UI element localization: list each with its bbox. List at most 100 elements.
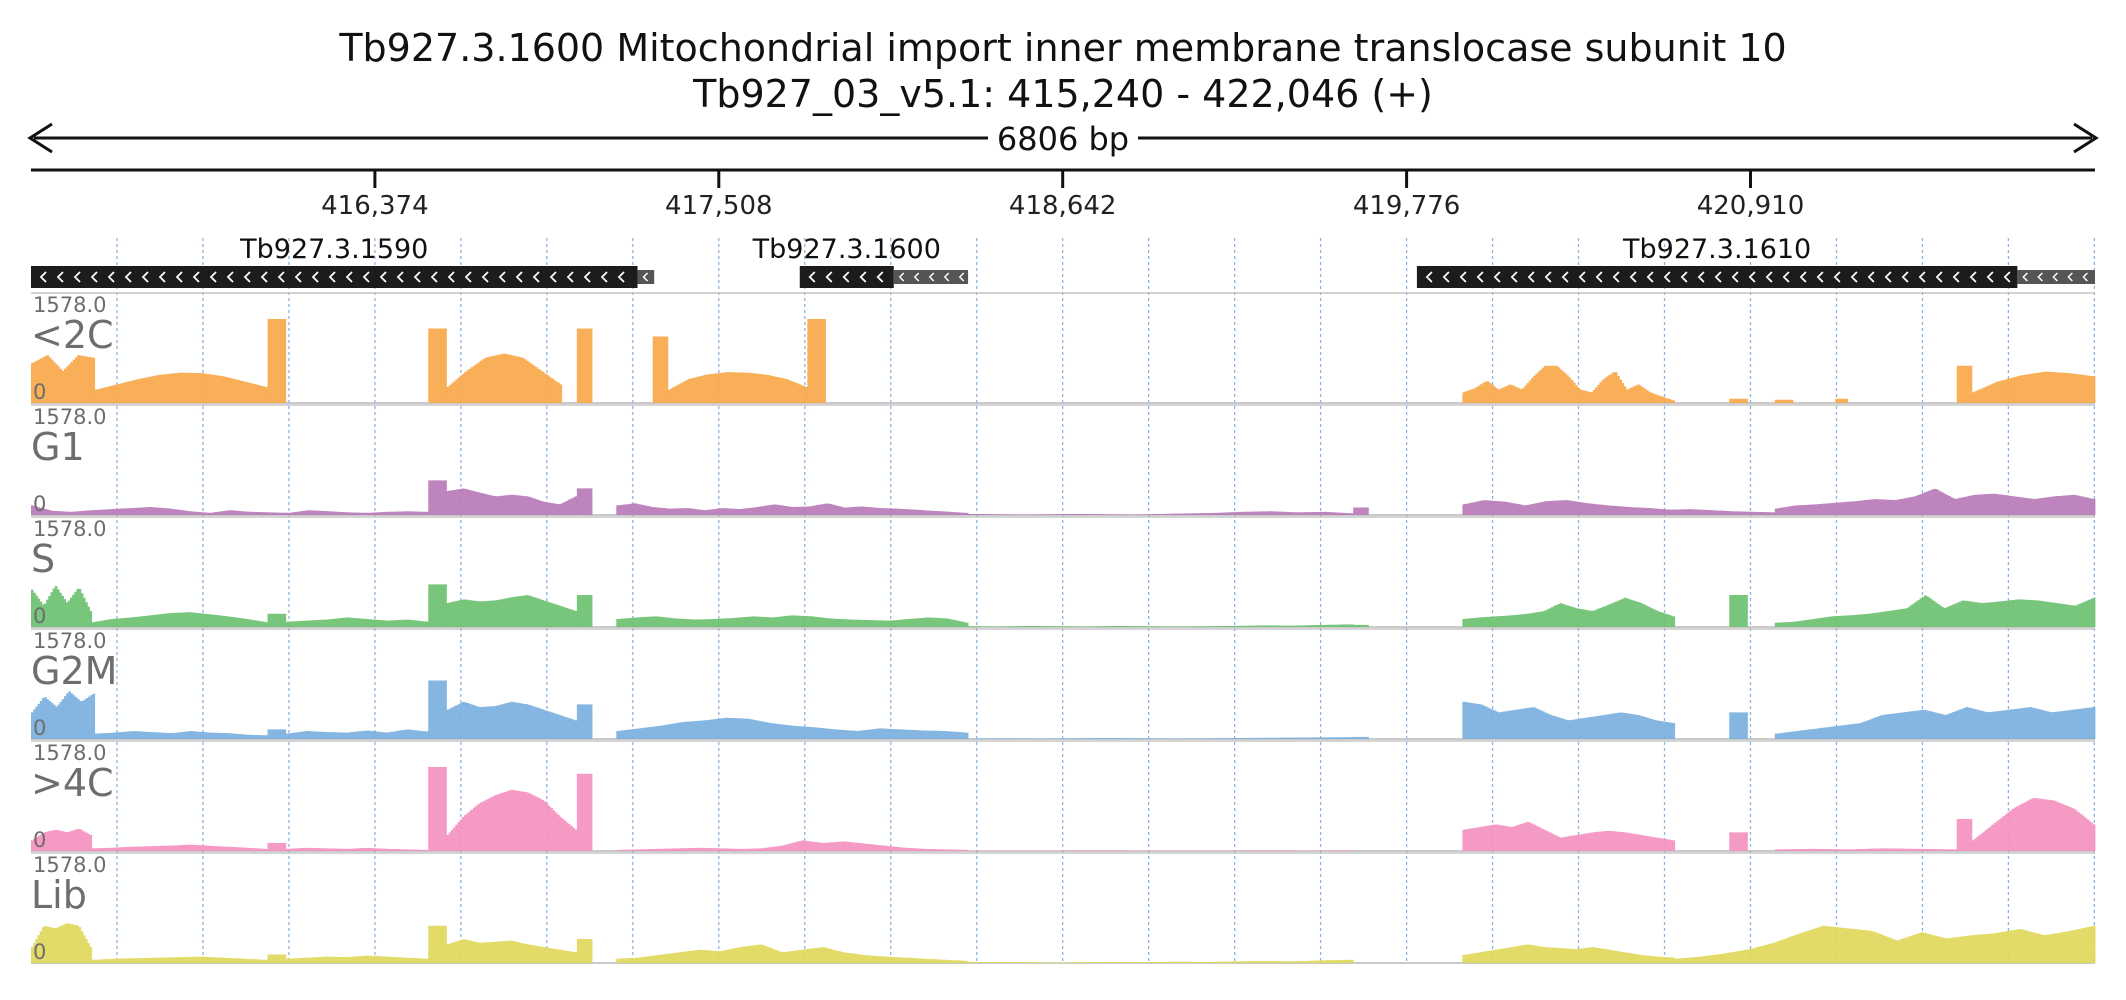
coverage-bars <box>428 767 447 851</box>
utr-strand-arrows <box>642 272 649 282</box>
coverage-bars <box>1462 701 1676 739</box>
coverage-bars <box>91 612 268 627</box>
coverage-bars <box>1971 371 2096 403</box>
coverage-bars <box>1353 624 1369 627</box>
track-ymin-label: 0 <box>33 604 46 628</box>
coverage-bars <box>1729 712 1748 739</box>
coverage-bars <box>31 829 93 851</box>
track-ymin-label: 0 <box>33 940 46 964</box>
coverage-bars <box>1674 925 2096 963</box>
track-name-label: Lib <box>31 873 87 917</box>
coverage-bars <box>285 955 429 963</box>
track-ymin-label: 0 <box>33 828 46 852</box>
coverage-track-5: 1578.0 0 >4C <box>31 740 2096 852</box>
coverage-bars <box>1462 944 1676 963</box>
coverage-bars <box>968 511 1354 515</box>
gene-utr <box>2017 270 2095 284</box>
coverage-bars <box>1956 819 1973 851</box>
track-ymax-label: 1578.0 <box>33 405 106 429</box>
track-name-label: G1 <box>31 425 85 469</box>
coverage-bars <box>30 355 96 403</box>
coverage-bars <box>30 691 96 739</box>
gene-cds <box>31 266 638 288</box>
coverage-track-2: 1578.0 0 G1 <box>31 404 2096 516</box>
track-ymax-label: 1578.0 <box>33 853 106 877</box>
coverage-bars <box>428 680 447 739</box>
coverage-bars <box>285 617 429 627</box>
coverage-bars <box>1774 848 1958 851</box>
gene-label: Tb927.3.1610 <box>1622 234 1811 265</box>
scale-bar-label-bg <box>988 120 1138 156</box>
coverage-bars <box>267 613 287 627</box>
coverage-bars <box>446 701 578 739</box>
track-name-label: G2M <box>31 649 117 693</box>
gene-strand-arrows <box>808 271 884 283</box>
coverage-bars <box>807 319 826 403</box>
gene-label: Tb927.3.1600 <box>752 234 941 265</box>
coverage-bars <box>91 956 268 963</box>
gene-feature: Tb927.3.1590 <box>31 234 655 288</box>
coverage-bars <box>1729 832 1748 851</box>
coverage-bars <box>1774 488 2096 515</box>
gene-track: Tb927.3.1590 Tb927.3.1600 Tb927.3.1610 <box>31 234 2095 288</box>
track-name-label: S <box>31 537 55 581</box>
coordinate-ruler: 416,374 417,508 418,642 419,776 420,910 <box>31 168 2095 221</box>
track-ymin-label: 0 <box>33 380 46 404</box>
track-name-label: >4C <box>31 761 114 805</box>
coverage-track-1: 1578.0 0 <2C <box>30 292 2096 404</box>
coverage-bars <box>1462 821 1676 851</box>
coverage-bars <box>1774 707 2096 739</box>
coverage-bars <box>616 717 969 739</box>
scale-bar-left-arrow <box>27 122 53 154</box>
coverage-bars <box>91 844 268 851</box>
coverage-bars <box>428 925 447 963</box>
coverage-bars <box>576 939 593 963</box>
chart-subtitle: Tb927_03_v5.1: 415,240 - 422,046 (+) <box>693 72 1433 116</box>
coverage-bars <box>267 319 287 403</box>
coverage-bars <box>94 372 268 403</box>
coverage-bars <box>616 615 969 627</box>
coverage-bars <box>428 584 447 627</box>
ruler-tick-label: 418,642 <box>1009 191 1117 221</box>
coverage-bars <box>31 923 93 963</box>
coverage-bars <box>428 328 447 403</box>
gene-utr <box>893 270 969 284</box>
coverage-bars <box>968 959 1354 963</box>
track-ymax-label: 1578.0 <box>33 517 106 541</box>
coverage-bars <box>446 353 563 403</box>
coverage-bars <box>428 480 447 515</box>
coverage-bars <box>31 505 429 515</box>
gene-feature: Tb927.3.1600 <box>752 234 969 288</box>
coverage-bars <box>1353 736 1369 739</box>
coverage-bars <box>652 336 669 403</box>
track-ymax-label: 1578.0 <box>33 629 106 653</box>
coverage-bars <box>1462 365 1676 403</box>
coverage-bars <box>285 729 429 739</box>
scale-bar-right-arrow <box>2073 122 2099 154</box>
coverage-track-3: 1578.0 0 S <box>31 516 2096 628</box>
coverage-bars <box>616 840 969 851</box>
coverage-bars <box>267 729 287 739</box>
track-ymax-label: 1578.0 <box>33 293 106 317</box>
coverage-bars <box>446 789 578 851</box>
coverage-bars <box>267 843 287 851</box>
coverage-bars <box>1971 797 2096 851</box>
ruler-tick-label: 417,508 <box>665 191 773 221</box>
coverage-bars <box>1774 399 1794 403</box>
coverage-bars <box>616 503 969 515</box>
utr-strand-arrows <box>2022 272 2088 282</box>
track-name-label: <2C <box>31 313 114 357</box>
coverage-bars <box>446 939 578 963</box>
coverage-bars <box>446 595 578 627</box>
scale-bar-label: 6806 bp <box>997 120 1129 158</box>
coverage-bars <box>576 704 593 739</box>
coverage-bars <box>968 850 1354 851</box>
coverage-bars <box>1774 595 2096 627</box>
gene-cds <box>799 266 894 288</box>
ruler-tick-label: 419,776 <box>1353 191 1461 221</box>
scale-bar: 6806 bp <box>27 120 2099 158</box>
coverage-bars <box>968 624 1354 627</box>
coverage-bars <box>667 372 808 403</box>
gene-strand-arrows <box>1425 271 2011 283</box>
